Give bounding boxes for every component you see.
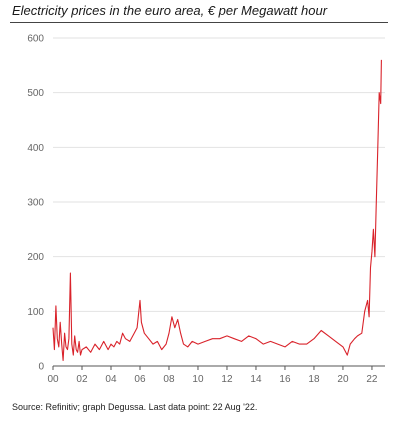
x-tick-label: 00 (47, 374, 59, 385)
x-tick-label: 06 (134, 374, 146, 385)
source-note: Source: Refinitiv; graph Degussa. Last d… (12, 402, 258, 412)
y-tick-label: 0 (38, 362, 44, 373)
chart-title: Electricity prices in the euro area, € p… (12, 3, 328, 18)
x-tick-label: 08 (163, 374, 175, 385)
x-tick-label: 14 (250, 374, 262, 385)
x-tick-label: 12 (221, 374, 233, 385)
x-tick-label: 16 (279, 374, 291, 385)
y-tick-label: 600 (27, 34, 44, 45)
y-tick-label: 500 (27, 88, 44, 99)
series-line (52, 59, 382, 362)
y-tick-label: 100 (27, 307, 44, 318)
x-tick-label: 22 (366, 374, 378, 385)
y-tick-label: 300 (27, 198, 44, 209)
x-tick-label: 04 (105, 374, 117, 385)
x-tick-label: 20 (337, 374, 349, 385)
x-tick-label: 18 (308, 374, 320, 385)
x-axis (52, 365, 385, 370)
line-chart: 0 100 200 300 400 500 600 00 02 04 06 08 10 12 14 16 18… (27, 34, 385, 385)
title-underline (10, 22, 388, 23)
y-tick-label: 200 (27, 252, 44, 263)
grid-lines (53, 37, 385, 312)
x-tick-label: 02 (76, 374, 88, 385)
y-tick-label: 400 (27, 143, 44, 154)
x-tick-labels: 00 02 04 06 08 10 12 14 16 18 20 22 (47, 374, 378, 385)
x-tick-label: 10 (192, 374, 204, 385)
y-tick-labels: 0 100 200 300 400 500 600 (27, 34, 44, 373)
